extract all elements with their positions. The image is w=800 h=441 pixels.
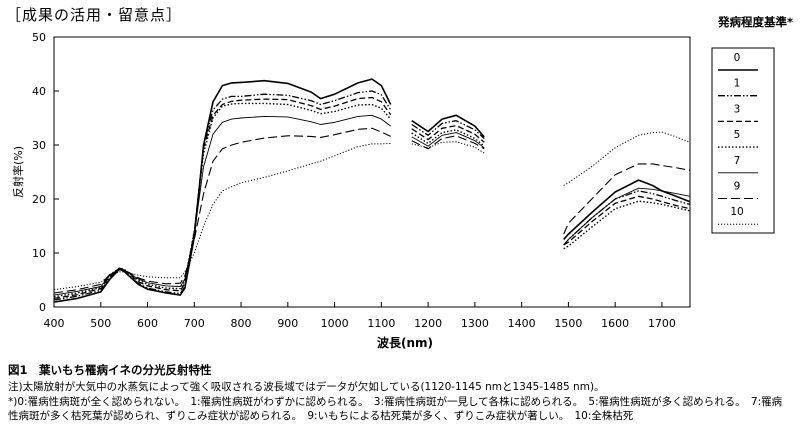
x-tick-label: 900 [277,317,298,330]
y-tick-label: 20 [32,193,46,206]
section-title: ［成果の活用・留意点］ [6,6,183,24]
series-line-3 [563,195,691,246]
series-line-1 [563,190,691,246]
legend-label-7: 7 [734,155,741,167]
x-tick-label: 400 [44,317,65,330]
figure-caption-definitions: *)0:罹病性病斑が全く認められない。 1:罹病性病斑がわずかに認められる。 3… [8,396,783,422]
series-line-3 [411,124,485,143]
figure-caption-note: 注)太陽放射が大気中の水蒸気によって強く吸収される波長域ではデータが欠如している… [8,381,605,393]
series-line-9 [563,163,691,235]
x-tick-label: 1300 [461,317,489,330]
legend: 0 1 3 5 7 9 10 [711,47,775,234]
series-line-0 [411,114,485,138]
y-axis-label: 反射率(%) [11,146,25,198]
x-tick-label: 1100 [367,317,395,330]
series-line-0 [53,78,392,303]
legend-label-9: 9 [734,181,741,193]
series-line-1 [411,120,485,139]
series-line-10 [411,141,485,154]
x-axis-label: 波長(nm) [377,335,433,350]
legend-label-10: 10 [730,206,743,218]
series-line-5 [411,129,485,147]
x-tick-label: 1600 [601,317,629,330]
series-line-3 [53,96,392,300]
x-tick-label: 1500 [554,317,582,330]
x-tick-label: 1000 [321,317,349,330]
legend-label-1: 1 [734,78,741,90]
series-line-7 [563,187,691,246]
legend-label-3: 3 [734,103,741,115]
figure-caption-title: 図1 葉いもち罹病イネの分光反射特性 [8,363,212,377]
legend-box [711,47,775,234]
x-tick-label: 600 [137,317,158,330]
legend-label-0: 0 [734,52,741,64]
y-tick-label: 30 [32,139,46,152]
y-tick-label: 40 [32,85,46,98]
series-line-9 [411,135,485,150]
series-line-10 [53,142,391,291]
plot-area [53,36,691,308]
x-tick-label: 1200 [414,317,442,330]
series-line-5 [53,102,392,298]
y-tick-label: 0 [39,301,46,314]
x-tick-label: 500 [90,317,111,330]
series-line-5 [563,200,691,250]
x-tick-label: 1700 [648,317,676,330]
legend-label-5: 5 [734,129,741,141]
series-line-7 [53,114,391,296]
series-line-9 [53,127,391,294]
series-line-0 [563,179,691,241]
y-tick-label: 10 [32,247,46,260]
x-tick-label: 1400 [508,317,536,330]
series-line-10 [563,131,691,186]
x-tick-label: 800 [231,317,252,330]
y-tick-label: 50 [32,31,46,44]
legend-title: 発病程度基準* [717,15,793,29]
series-line-7 [411,132,485,149]
x-tick-label: 700 [184,317,205,330]
